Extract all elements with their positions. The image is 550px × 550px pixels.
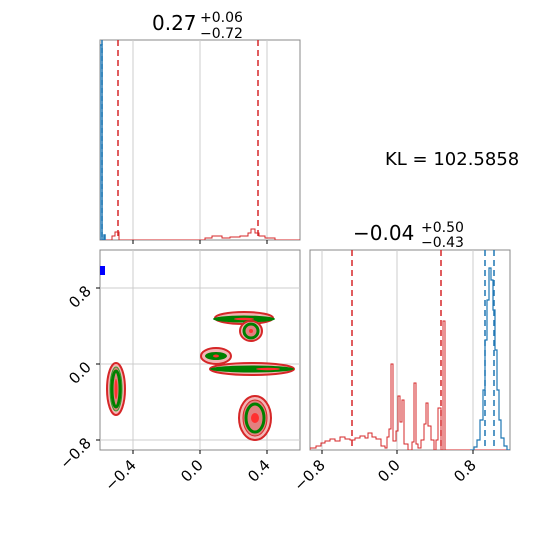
contour-blob <box>213 311 275 325</box>
joint-xtick-label: −0.4 <box>101 456 139 494</box>
top-left-xticks <box>132 240 268 244</box>
bottom-right-xticks <box>321 450 474 454</box>
joint-ytick-label: −0.8 <box>56 434 94 472</box>
bottom-right-blue-histogram <box>470 267 510 450</box>
top-left-title-value: 0.27 <box>152 11 197 35</box>
top-left-histogram-panel: 0.27 +0.06 −0.72 <box>99 10 301 244</box>
contour-blob <box>200 347 232 365</box>
bottom-right-title-minus: −0.43 <box>421 235 464 251</box>
joint-ticks <box>96 287 268 454</box>
joint-ytick-label: 0.0 <box>65 358 95 388</box>
bottom-right-histogram-panel: −0.8 0.0 0.8 −0.04 +0.50 −0.43 <box>290 220 511 495</box>
bottom-right-xtick-label: 0.0 <box>374 456 404 486</box>
bottom-right-title-value: −0.04 <box>353 221 414 245</box>
contour-blob <box>209 362 295 376</box>
top-left-gridlines <box>132 40 268 240</box>
top-left-blue-histogram <box>100 44 106 240</box>
joint-xtick-label: 0.0 <box>177 456 207 486</box>
contour-blob <box>239 320 263 342</box>
contour-blob <box>106 362 126 416</box>
joint-gridlines <box>100 250 300 450</box>
top-left-title-plus: +0.06 <box>200 10 243 26</box>
bottom-right-title-plus: +0.50 <box>421 220 464 236</box>
bottom-right-red-histogram <box>310 320 510 450</box>
joint-contour-panel: −0.4 0.0 0.4 0.8 0.0 −0.8 <box>56 249 301 495</box>
top-left-title-minus: −0.72 <box>200 26 243 42</box>
true-value-marker <box>100 266 105 275</box>
kl-annotation: KL = 102.5858 <box>385 149 519 170</box>
bottom-right-xtick-label: 0.8 <box>450 456 480 486</box>
joint-xtick-label: 0.4 <box>244 456 274 486</box>
contour-blob <box>238 395 272 441</box>
joint-ytick-label: 0.8 <box>65 282 95 312</box>
bottom-right-xtick-label: −0.8 <box>290 456 328 494</box>
bottom-right-gridlines <box>321 250 474 450</box>
